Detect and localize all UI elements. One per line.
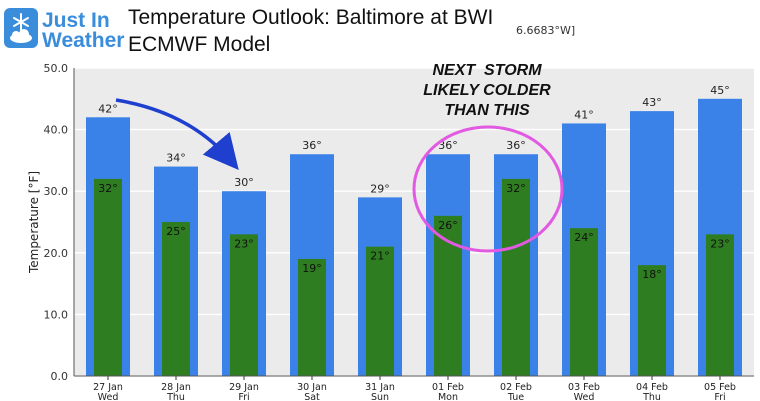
coordinate-note: 6.6683°W]: [516, 24, 576, 37]
annotations: NEXT STORM LIKELY COLDER THAN THIS: [115, 62, 564, 253]
bars: [86, 98, 742, 377]
x-tick-day: Tue: [507, 392, 524, 401]
x-tick-day: Thu: [642, 392, 661, 401]
y-tick-label: 0.0: [51, 370, 69, 383]
low-label: 23°: [234, 237, 254, 250]
low-label: 23°: [710, 237, 730, 250]
snowflake-cloud-icon: [4, 8, 38, 48]
high-label: 36°: [438, 139, 458, 152]
high-label: 34°: [166, 152, 186, 165]
high-label: 45°: [710, 84, 730, 97]
x-tick-date: 30 Jan: [297, 382, 327, 393]
chart-title: Temperature Outlook: Baltimore at BWI: [128, 6, 494, 29]
storm-note-line: THAN THIS: [444, 102, 530, 119]
x-tick-date: 03 Feb: [568, 382, 600, 393]
low-label: 26°: [438, 219, 458, 232]
bar-low: [230, 234, 258, 376]
bar-low: [162, 222, 190, 376]
x-tick-day: Sun: [371, 392, 389, 401]
y-tick-label: 20.0: [44, 247, 69, 260]
high-label: 43°: [642, 96, 662, 109]
y-axis-label: Temperature [°F]: [27, 171, 41, 274]
low-label: 21°: [370, 250, 390, 263]
high-label: 30°: [234, 176, 254, 189]
high-label: 29°: [370, 182, 390, 195]
bar-low: [94, 178, 122, 376]
x-tick-date: 29 Jan: [229, 382, 259, 393]
low-label: 32°: [506, 182, 526, 195]
bar-low: [502, 178, 530, 376]
x-tick-date: 04 Feb: [636, 382, 668, 393]
x-tick-date: 28 Jan: [161, 382, 191, 393]
highlight-circle: [412, 125, 564, 253]
low-label: 18°: [642, 268, 662, 281]
x-tick-day: Fri: [714, 392, 725, 401]
y-tick-label: 30.0: [44, 185, 69, 198]
x-tick-day: Fri: [238, 392, 249, 401]
header: Just In Weather Temperature Outlook: Bal…: [0, 0, 760, 60]
low-label: 24°: [574, 231, 594, 244]
y-tick-label: 10.0: [44, 308, 69, 321]
high-label: 42°: [98, 102, 118, 115]
logo-text-weather: Weather: [42, 29, 125, 52]
storm-note-line: LIKELY COLDER: [423, 82, 551, 99]
y-tick-label: 50.0: [44, 62, 69, 75]
arrow-annotation: [115, 98, 239, 171]
low-label: 25°: [166, 225, 186, 238]
low-label: 19°: [302, 262, 322, 275]
high-label: 36°: [302, 139, 322, 152]
x-tick-date: 02 Feb: [500, 382, 532, 393]
data-labels: 42° 32° 34° 25° 30° 23° 36° 19° 29° 21° 36° 26° 36° 3…: [98, 84, 730, 281]
x-tick-date: 27 Jan: [93, 382, 123, 393]
x-tick-day: Wed: [98, 392, 119, 401]
brand-logo: Just In Weather: [4, 4, 124, 52]
x-tick-day: Wed: [574, 392, 595, 401]
x-tick-date: 05 Feb: [704, 382, 736, 393]
x-tick-date: 31 Jan: [365, 382, 395, 393]
bar-low: [706, 234, 734, 376]
bar-low: [366, 246, 394, 376]
bar-low: [570, 228, 598, 376]
bar-low: [638, 265, 666, 376]
axes: 0.0 10.0 20.0 30.0 40.0 50.0 Temperature [°F] 2…: [27, 62, 754, 401]
storm-note-line: NEXT STORM: [432, 62, 542, 79]
y-tick-label: 40.0: [44, 124, 69, 137]
x-tick-date: 01 Feb: [432, 382, 464, 393]
high-label: 41°: [574, 108, 594, 121]
x-tick-day: Thu: [166, 392, 185, 401]
high-label: 36°: [506, 139, 526, 152]
chart-subtitle: ECMWF Model: [128, 33, 271, 56]
x-tick-day: Mon: [438, 392, 458, 401]
bar-low: [298, 258, 326, 376]
x-tick-day: Sat: [304, 392, 320, 401]
logo-text-just-in: Just In: [42, 9, 110, 32]
low-label: 32°: [98, 182, 118, 195]
